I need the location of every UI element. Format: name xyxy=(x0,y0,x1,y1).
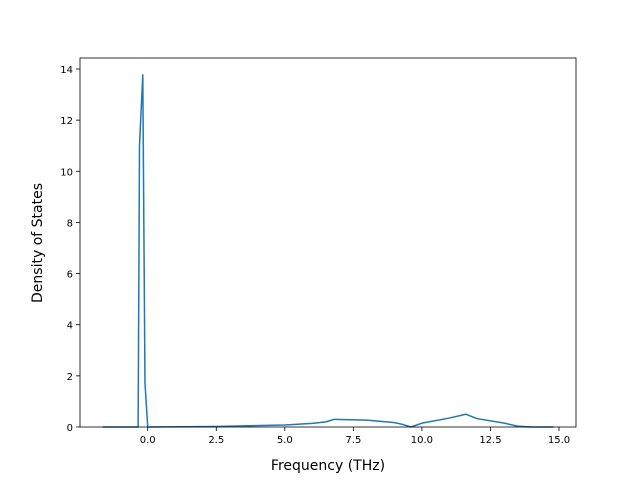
x-tick-label: 15.0 xyxy=(548,435,570,446)
x-tick-label: 12.5 xyxy=(479,435,501,446)
x-tick-label: 5.0 xyxy=(277,435,293,446)
series-line xyxy=(102,74,554,428)
x-tick-label: 2.5 xyxy=(208,435,224,446)
plot-frame xyxy=(79,57,577,428)
y-tick-label: 0 xyxy=(67,423,73,434)
y-tick-label: 12 xyxy=(60,116,73,127)
x-tick-label: 0.0 xyxy=(140,435,156,446)
y-tick-label: 4 xyxy=(67,321,73,332)
y-tick-label: 6 xyxy=(67,270,73,281)
y-tick-label: 8 xyxy=(67,218,73,229)
y-axis-label: Density of States xyxy=(30,183,46,303)
y-tick-label: 14 xyxy=(60,65,73,76)
y-tick-label: 10 xyxy=(60,167,73,178)
x-axis-label: Frequency (THz) xyxy=(271,458,385,474)
y-tick-label: 2 xyxy=(67,372,73,383)
x-tick-label: 10.0 xyxy=(411,435,433,446)
x-tick-label: 7.5 xyxy=(345,435,361,446)
